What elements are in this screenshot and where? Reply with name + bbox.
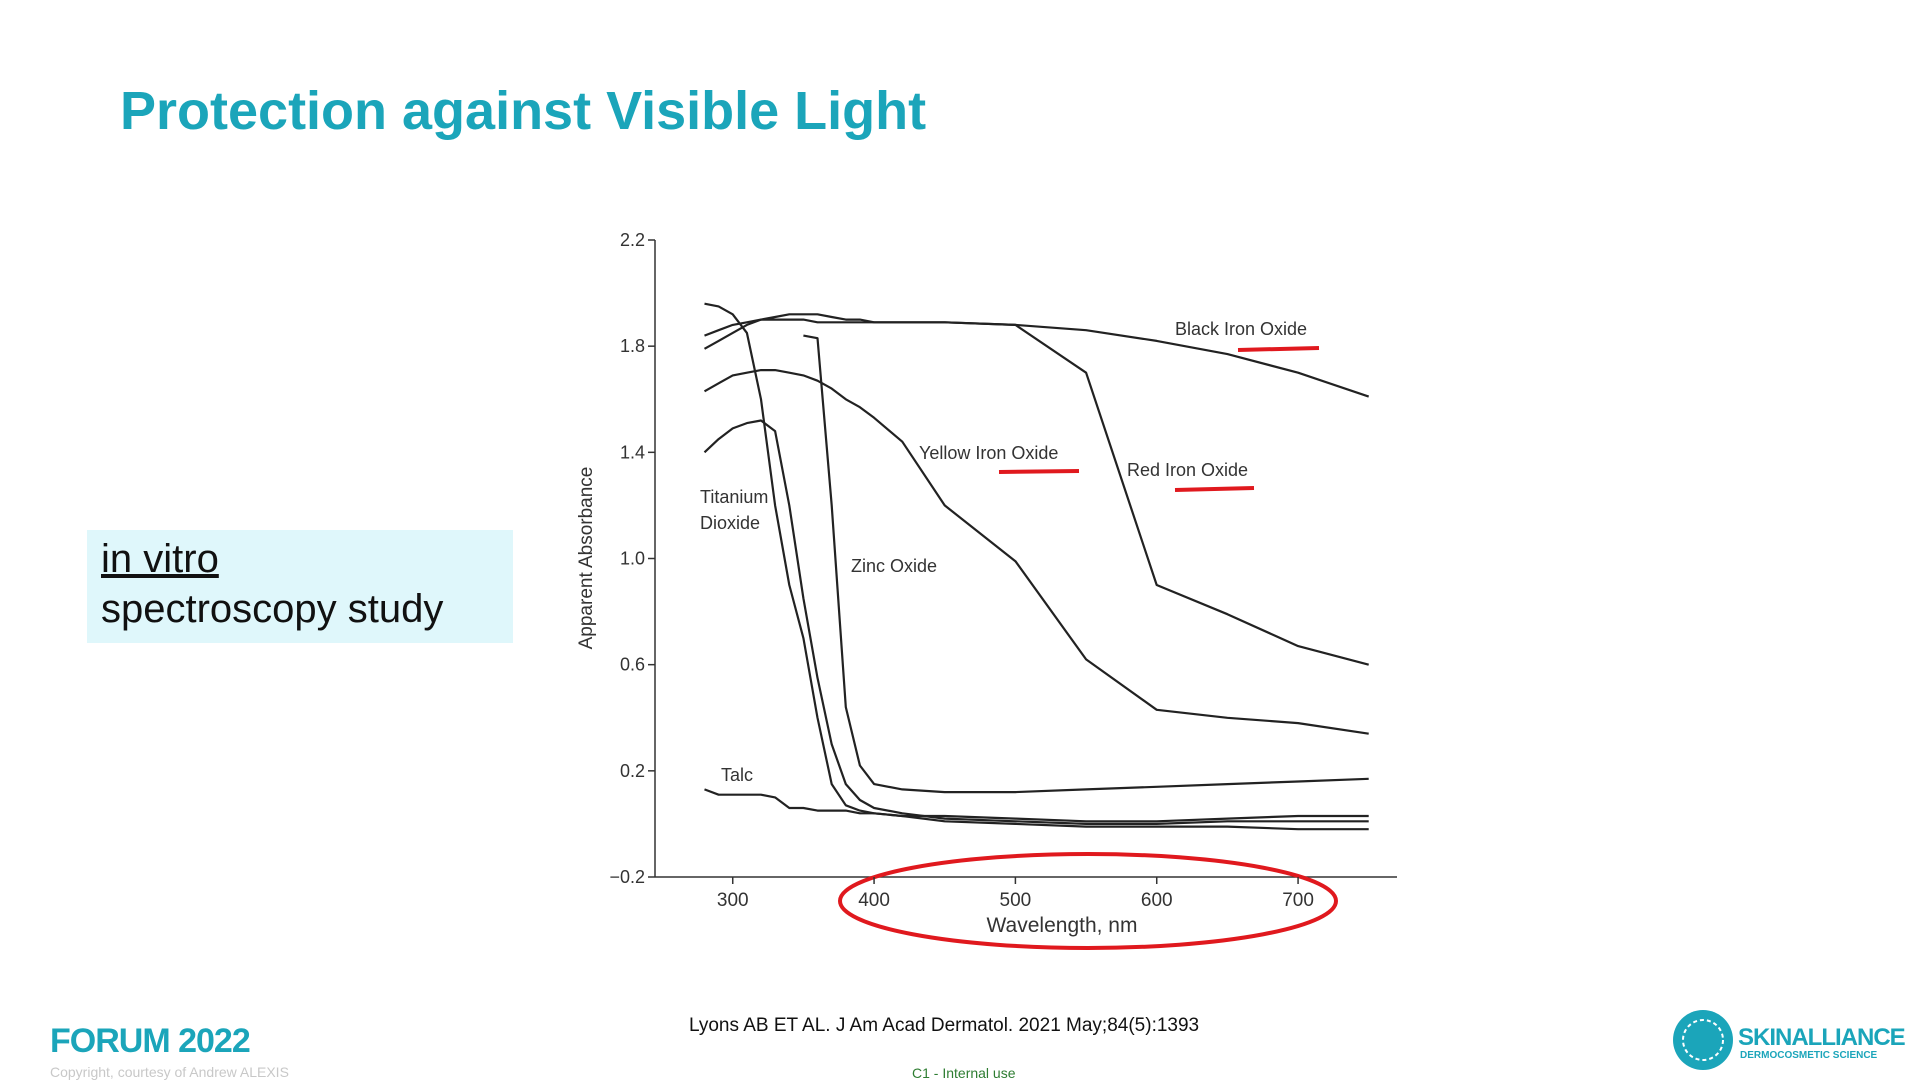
y-tick-label: 1.8 — [620, 336, 645, 356]
classification: C1 - Internal use — [912, 1065, 1016, 1081]
slide-title: Protection against Visible Light — [120, 81, 927, 141]
logo-sub: DERMOCOSMETIC SCIENCE — [1740, 1050, 1878, 1061]
logo-mark — [1673, 1010, 1733, 1070]
note-line: spectroscopy study — [101, 587, 444, 631]
logo-mark — [1682, 1019, 1724, 1061]
series-label: Black Iron Oxide — [1175, 319, 1308, 339]
series-label: Titanium Dioxide — [700, 487, 769, 533]
x-tick-label: 500 — [1000, 890, 1032, 911]
series-label: Red Iron Oxide — [1127, 460, 1249, 480]
highlight-underline — [1174, 486, 1255, 492]
citation: Lyons AB ET AL. J Am Acad Dermatol. 2021… — [689, 1015, 1200, 1036]
y-tick-label: −0.2 — [609, 867, 645, 887]
series-line — [704, 302, 1369, 831]
x-tick-label: 400 — [858, 890, 890, 911]
highlight-underline — [1237, 346, 1320, 352]
y-tick-label: 1.0 — [620, 549, 645, 569]
logo-name: SKINALLIANCE — [1738, 1024, 1906, 1051]
note-box: in vitro spectroscopy study — [87, 530, 513, 643]
series-line — [703, 369, 1369, 735]
highlight-ellipse — [838, 852, 1338, 950]
series-line — [704, 788, 1369, 823]
event-logo: FORUM 2022 — [50, 1022, 251, 1060]
y-tick-label: 0.6 — [620, 655, 645, 675]
series-line — [704, 318, 1370, 398]
series-line — [703, 419, 1369, 825]
x-tick-label: 700 — [1282, 890, 1314, 911]
x-tick-label: 600 — [1141, 890, 1173, 911]
y-axis-label: Apparent Absorbance — [576, 467, 597, 650]
series-label: Talc — [721, 765, 754, 785]
series-line — [703, 313, 1369, 666]
series-label: Zinc Oxide — [851, 556, 938, 576]
y-tick-label: 2.2 — [620, 230, 645, 250]
x-axis-label: Wavelength, nm — [987, 914, 1138, 937]
series-label: Yellow Iron Oxide — [919, 443, 1059, 463]
x-tick-label: 300 — [717, 890, 749, 911]
y-tick-label: 1.4 — [620, 442, 645, 462]
note-line: in vitro — [101, 537, 219, 581]
series-line — [803, 334, 1369, 794]
copyright: Copyright, courtesy of Andrew ALEXIS — [50, 1064, 289, 1080]
y-tick-label: 0.2 — [620, 761, 645, 781]
highlight-underline — [998, 469, 1080, 474]
